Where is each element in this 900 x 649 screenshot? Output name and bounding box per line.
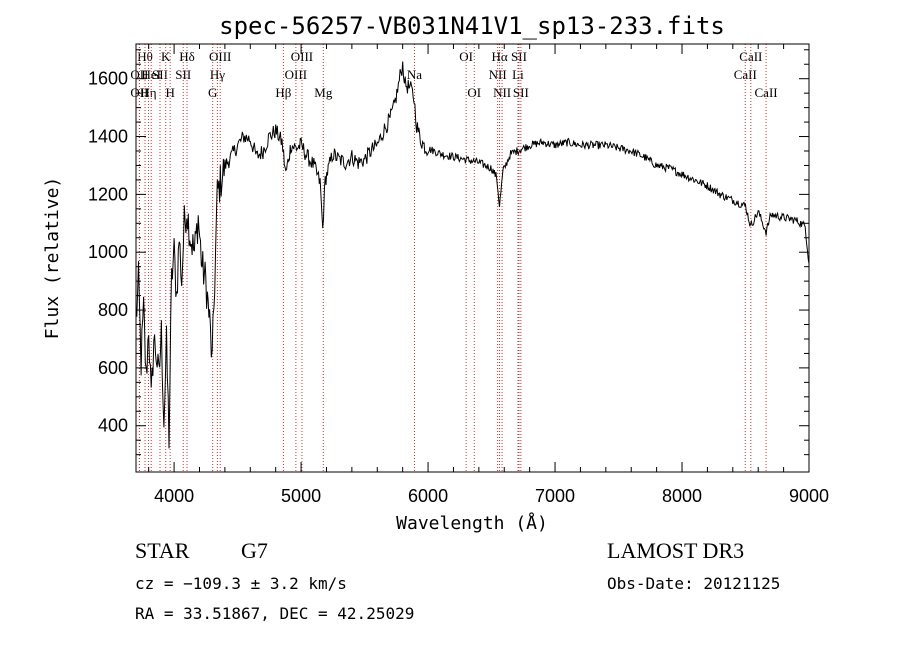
marker-label: OII bbox=[130, 85, 148, 100]
marker-label: Hθ bbox=[137, 49, 153, 64]
x-axis-ticks: 4000 5000 6000 7000 8000 9000 bbox=[148, 44, 829, 506]
coordinates-text: RA = 33.51867, DEC = 42.25029 bbox=[135, 604, 414, 623]
x-tick-label: 4000 bbox=[154, 486, 194, 506]
marker-label: K bbox=[161, 49, 171, 64]
obs-date-text: Obs-Date: 20121125 bbox=[607, 574, 780, 593]
plot-frame bbox=[135, 43, 810, 473]
y-axis-ticks: 400 600 800 1000 1200 1400 1600 bbox=[88, 49, 809, 456]
marker-label: Mg bbox=[314, 85, 333, 100]
marker-label: SII bbox=[175, 67, 191, 82]
marker-label: NII bbox=[493, 85, 511, 100]
marker-label: SII bbox=[513, 85, 529, 100]
marker-label: Hη bbox=[140, 85, 156, 100]
marker-label: OIII bbox=[291, 49, 313, 64]
x-axis-label: Wavelength (Å) bbox=[396, 512, 548, 534]
x-tick-label: 5000 bbox=[281, 486, 321, 506]
marker-label: H bbox=[165, 85, 174, 100]
marker-label: Li bbox=[512, 67, 524, 82]
x-tick-label: 9000 bbox=[789, 486, 829, 506]
y-tick-label: 1600 bbox=[88, 69, 128, 89]
y-tick-label: 800 bbox=[98, 300, 128, 320]
redshift-text: cz = −109.3 ± 3.2 km/s bbox=[135, 574, 347, 593]
marker-label: CaII bbox=[755, 85, 778, 100]
marker-label: Hγ bbox=[210, 67, 225, 82]
marker-label: Hβ bbox=[275, 85, 291, 100]
marker-label: SII bbox=[152, 67, 168, 82]
x-tick-label: 7000 bbox=[535, 486, 575, 506]
y-tick-label: 400 bbox=[98, 416, 128, 436]
marker-label: OIII bbox=[209, 49, 231, 64]
marker-label: OI bbox=[459, 49, 473, 64]
marker-label: Hα bbox=[491, 49, 507, 64]
marker-label: Na bbox=[407, 67, 422, 82]
y-tick-label: 1000 bbox=[88, 242, 128, 262]
marker-label: OIII bbox=[285, 67, 307, 82]
y-tick-label: 600 bbox=[98, 358, 128, 378]
marker-label: CaII bbox=[739, 49, 762, 64]
marker-label: NII bbox=[489, 67, 507, 82]
y-tick-label: 1200 bbox=[88, 184, 128, 204]
survey-name: LAMOST DR3 bbox=[607, 538, 744, 563]
marker-label: OI bbox=[467, 85, 481, 100]
spectrum-line bbox=[135, 61, 810, 449]
chart-title: spec-56257-VB031N41V1_sp13-233.fits bbox=[219, 12, 725, 40]
y-tick-label: 1400 bbox=[88, 127, 128, 147]
marker-label: SII bbox=[511, 49, 527, 64]
marker-label: Hδ bbox=[179, 49, 195, 64]
x-tick-label: 6000 bbox=[408, 486, 448, 506]
marker-label: G bbox=[208, 85, 217, 100]
object-class: STAR bbox=[135, 538, 190, 563]
plot-area bbox=[135, 61, 810, 449]
marker-label: CaII bbox=[734, 67, 757, 82]
y-axis-label: Flux (relative) bbox=[42, 177, 63, 340]
object-subclass: G7 bbox=[241, 538, 268, 563]
x-tick-label: 8000 bbox=[662, 486, 702, 506]
marker-label: HeI bbox=[141, 67, 161, 82]
